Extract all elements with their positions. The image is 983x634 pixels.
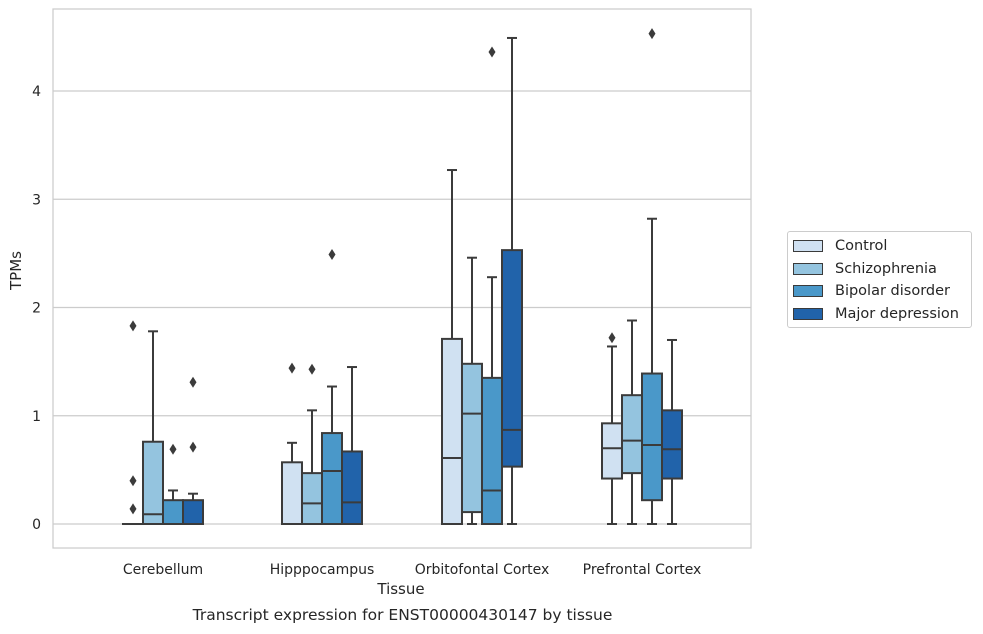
box [441, 169, 463, 525]
box-body [341, 450, 363, 525]
box-body [501, 249, 523, 468]
box [182, 376, 204, 525]
outlier-point [129, 320, 137, 332]
legend-swatch [793, 262, 823, 275]
box [321, 248, 343, 526]
legend-item: Bipolar disorder [793, 280, 971, 303]
legend-label: Major depression [835, 305, 959, 322]
box-body [481, 376, 503, 525]
box [461, 256, 483, 525]
legend-item: Control [793, 235, 971, 258]
box-body [182, 499, 204, 525]
outlier-point [189, 376, 197, 388]
box [621, 319, 643, 525]
y-tick-label: 2 [32, 301, 41, 317]
box [601, 332, 623, 525]
legend-swatch [793, 285, 823, 298]
box-body [661, 409, 683, 480]
legend-swatch [793, 240, 823, 253]
box-body [162, 499, 184, 525]
box-body [301, 472, 323, 525]
y-axis-ticks: 0 1 2 3 4 [32, 84, 41, 533]
box [122, 320, 144, 526]
x-axis-label: Tissue [376, 580, 424, 598]
x-tick-label: Prefrontal Cortex [583, 562, 702, 578]
plot-frame [52, 8, 752, 549]
x-tick-label: Cerebellum [123, 562, 203, 578]
box-body [321, 432, 343, 526]
box-body [441, 337, 463, 525]
legend-label: Schizophrenia [835, 260, 937, 277]
outlier-point [129, 503, 137, 515]
outlier-point [608, 332, 616, 344]
outlier-point [288, 362, 296, 374]
outlier-point [648, 28, 656, 40]
box-body [461, 362, 483, 514]
box [661, 338, 683, 525]
outlier-point [328, 248, 336, 260]
legend-label: Bipolar disorder [835, 283, 950, 300]
legend-item: Schizophrenia [793, 258, 971, 281]
outlier-point [488, 46, 496, 58]
box [301, 363, 323, 525]
box [142, 330, 164, 526]
box [341, 366, 363, 525]
outlier-point [169, 443, 177, 455]
legend-swatch [793, 307, 823, 320]
box [481, 46, 503, 525]
x-tick-label: Orbitofontal Cortex [415, 562, 550, 578]
box [501, 36, 523, 525]
y-axis-label: TPMs [7, 251, 25, 291]
box-body [601, 422, 623, 480]
y-tick-label: 4 [32, 84, 41, 100]
box-series [122, 28, 683, 526]
y-tick-label: 0 [32, 517, 41, 533]
legend-label: Control [835, 238, 888, 255]
box-body [641, 372, 663, 502]
outlier-point [308, 363, 316, 375]
box [641, 28, 663, 525]
y-tick-label: 1 [32, 409, 41, 425]
y-tick-label: 3 [32, 192, 41, 208]
box-body [281, 461, 303, 525]
box-body [621, 394, 643, 475]
box [162, 443, 184, 525]
outlier-point [189, 441, 197, 453]
x-axis-ticks: Cerebellum Hipppocampus Orbitofontal Corte… [123, 562, 701, 578]
legend: Control Schizophrenia Bipolar disorder Majo… [787, 231, 972, 328]
box [281, 362, 303, 525]
x-tick-label: Hipppocampus [270, 562, 375, 578]
box-body [142, 440, 164, 526]
outlier-point [129, 475, 137, 487]
legend-item: Major depression [793, 303, 971, 326]
chart-caption: Transcript expression for ENST0000043014… [192, 606, 613, 624]
